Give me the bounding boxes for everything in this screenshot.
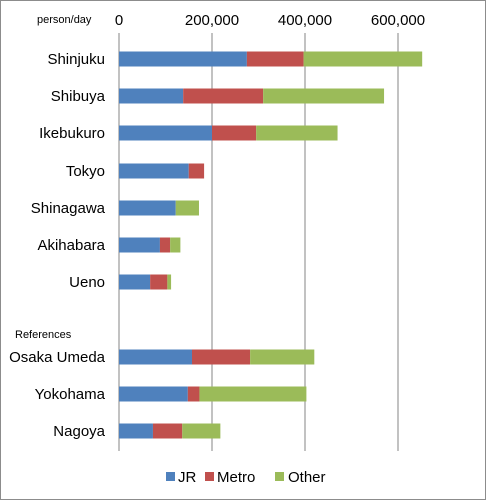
bar-segment xyxy=(170,237,181,253)
bar-segment xyxy=(152,423,183,439)
category-label: Ueno xyxy=(69,274,105,291)
bar-segment xyxy=(150,274,168,290)
bar-segment xyxy=(175,200,199,216)
category-label: Nagoya xyxy=(53,423,105,440)
x-tick-label: 200,000 xyxy=(185,12,239,29)
bar-segment xyxy=(159,237,171,253)
bar-segment xyxy=(119,423,153,439)
x-tick-label: 400,000 xyxy=(278,12,332,29)
bar-segment xyxy=(119,386,188,402)
legend-swatch xyxy=(166,472,175,481)
x-tick-label: 600,000 xyxy=(371,12,425,29)
bar-segment xyxy=(246,51,304,67)
category-label: Akihabara xyxy=(37,237,105,254)
legend-label: Metro xyxy=(217,469,255,486)
category-label: Yokohama xyxy=(35,386,106,403)
bar-segment xyxy=(303,51,423,67)
bar-segment xyxy=(119,274,151,290)
references-label: References xyxy=(15,329,72,341)
bar-segment xyxy=(250,349,315,365)
bar-segment xyxy=(183,88,264,104)
bar-segment xyxy=(119,200,176,216)
legend-label: Other xyxy=(288,469,326,486)
bar-segment xyxy=(212,125,257,141)
category-labels: Shinjuku Shibuya Ikebukuro Tokyo Shinagawa Ak… xyxy=(9,51,106,440)
category-label: Ikebukuro xyxy=(39,125,105,142)
bars xyxy=(119,51,423,439)
legend-swatch xyxy=(205,472,214,481)
bar-segment xyxy=(187,386,200,402)
legend-swatch xyxy=(275,472,284,481)
bar-segment xyxy=(256,125,338,141)
bar-segment xyxy=(263,88,385,104)
legend: JR Metro Other xyxy=(166,469,326,486)
unit-label: person/day xyxy=(37,14,92,26)
category-label: Shibuya xyxy=(51,88,106,105)
category-label: Tokyo xyxy=(66,163,105,180)
category-label: Shinjuku xyxy=(47,51,105,68)
category-label: Osaka Umeda xyxy=(9,349,106,366)
bar-segment xyxy=(119,349,193,365)
bar-segment xyxy=(199,386,307,402)
x-axis-ticks: 0 200,000 400,000 600,000 xyxy=(115,12,425,29)
bar-segment xyxy=(182,423,221,439)
bar-segment xyxy=(119,51,247,67)
bar-segment xyxy=(192,349,251,365)
x-tick-label: 0 xyxy=(115,12,123,29)
category-label: Shinagawa xyxy=(31,200,106,217)
bar-segment xyxy=(119,237,160,253)
bar-segment xyxy=(119,88,184,104)
bar-segment xyxy=(119,125,212,141)
bar-segment xyxy=(167,274,172,290)
bar-segment xyxy=(188,163,205,179)
bar-segment xyxy=(119,163,189,179)
legend-label: JR xyxy=(178,469,197,486)
